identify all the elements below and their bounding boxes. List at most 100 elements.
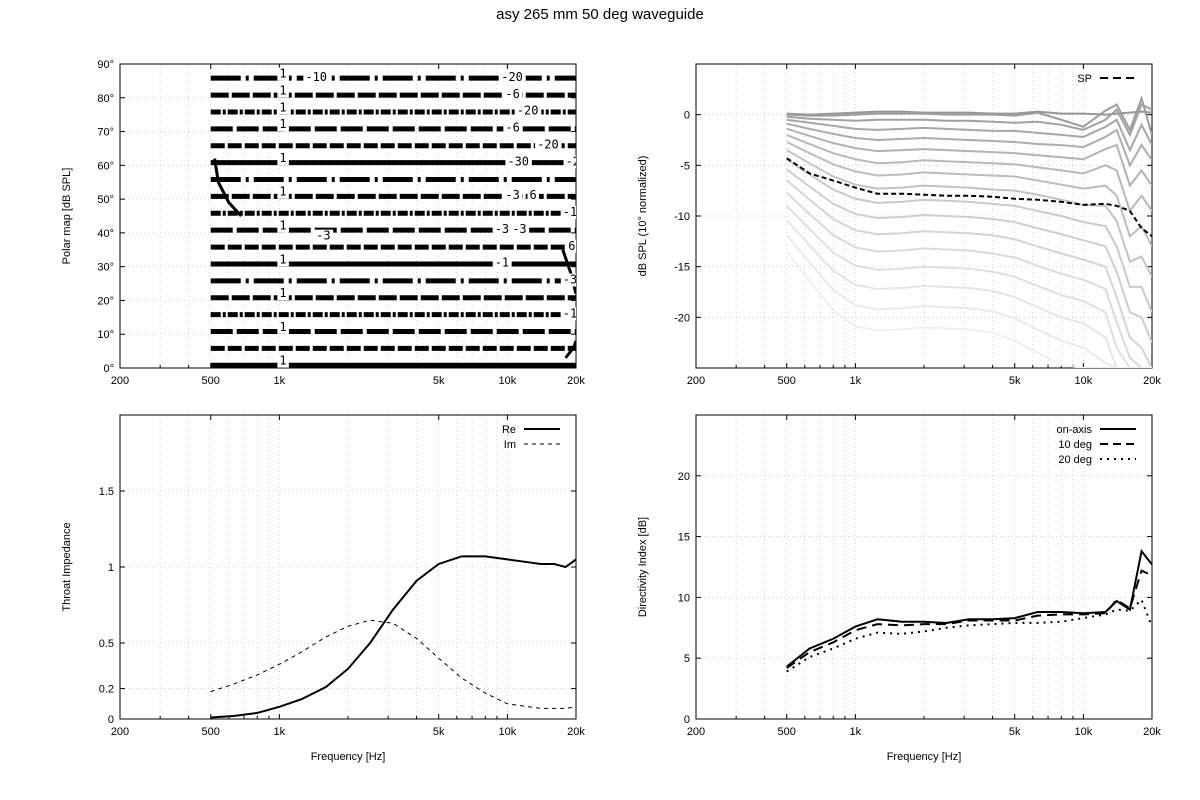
contour-label-bg (277, 320, 289, 334)
y-tick-label: 50° (97, 194, 114, 206)
directivity-index-panel: 200 500 1k 5k 10k 20k 0 5 10 15 20 Directivity Inde… (637, 414, 1161, 763)
y-tick-label: 0.5 (99, 638, 114, 650)
angle-curve (786, 103, 1152, 138)
polar-map-panel: 200 500 1k 5k 10k 20k 0° 10° 20° 30° 40° 50° 60° 70° 8… (61, 59, 585, 387)
y-tick-label: 70° (97, 127, 114, 139)
legend-label: on-axis (1057, 424, 1093, 436)
y-tick-label: 20 (678, 471, 690, 483)
y-tick-label: -15 (674, 262, 690, 274)
x-axis-label: Frequency [Hz] (311, 751, 386, 763)
x-tick-label: 500 (202, 375, 220, 387)
contour-label: 6 (568, 239, 575, 253)
legend-label: Im (504, 439, 516, 451)
series-line-Im (210, 619, 577, 709)
angle-curve (786, 149, 1152, 278)
contour-label: -3 (316, 229, 330, 243)
contour-label-bg (499, 70, 526, 84)
contour-label-bg (503, 87, 523, 101)
contour-label-bg (566, 239, 576, 253)
angle-curve (786, 110, 1152, 116)
x-tick-label: 20k (567, 375, 585, 387)
contour-label: 1 (279, 100, 286, 114)
contour-label-bg (277, 253, 289, 267)
y-tick-label: -10 (674, 211, 690, 223)
y-axis-label: Directivity Index [dB] (637, 517, 649, 617)
contour-label-bg (277, 151, 289, 165)
contour-label-bg (277, 67, 289, 81)
x-tick-label: 200 (687, 726, 705, 738)
series-line-10-deg (786, 569, 1153, 669)
contour-label: 1 (279, 354, 286, 368)
grid (119, 415, 577, 720)
x-tick-label: 1k (850, 375, 862, 387)
contour-label-bg (314, 229, 334, 243)
angle-curve (786, 158, 1152, 313)
contour-lines: 1 1 1 1 1 1 1 1 1 1 1 -10 -20 -6 -20 -6 -20 -30 -20 -3 6 -10 -… (210, 67, 585, 368)
y-axis-label: Throat Impedance (61, 522, 73, 611)
contour-label: -6 (505, 87, 519, 101)
contour-label: -3 (563, 273, 577, 287)
legend-label: 20 deg (1058, 454, 1092, 466)
x-tick-label: 10k (1074, 375, 1092, 387)
contour-label-bg (514, 104, 542, 118)
angle-curve (786, 122, 1152, 168)
throat-impedance-panel: 200 500 1k 5k 10k 20k 0 0.2 0.5 1 1.5 Throat Impeda… (61, 414, 585, 763)
contour-label: -3 (505, 188, 519, 202)
y-tick-label: 60° (97, 160, 114, 172)
y-axis-label: Polar map [dB SPL] (61, 168, 73, 265)
contour-label-bg (277, 185, 289, 199)
legend-label: 10 deg (1058, 439, 1092, 451)
x-tick-label: 5k (433, 375, 445, 387)
series-line-Re (210, 555, 577, 719)
normalized-response-panel: 200 500 1k 5k 10k 20k 0 -5 -10 -15 -20 dB SPL (10° … (637, 63, 1161, 387)
angle-curve (786, 141, 1152, 247)
x-tick-label: 200 (111, 375, 129, 387)
contour-label: -20 (501, 70, 523, 84)
x-axis-label: Frequency [Hz] (887, 751, 962, 763)
x-tick-label: 1k (274, 726, 286, 738)
x-tick-label: 500 (778, 375, 796, 387)
x-tick-label: 1k (274, 375, 286, 387)
y-tick-label: 5 (684, 653, 690, 665)
y-tick-label: 0° (103, 363, 114, 375)
contour-label-bg (503, 189, 523, 203)
contour-label: -20 (517, 104, 539, 118)
contour-label-bg (560, 206, 576, 219)
x-tick-label: 500 (778, 726, 796, 738)
y-tick-label: 15 (678, 532, 690, 544)
grid (695, 64, 1153, 368)
x-tick-label: 500 (202, 726, 220, 738)
contour-label: -30 (507, 154, 529, 168)
contour-label: 1 (279, 286, 286, 300)
y-tick-label: 40° (97, 228, 114, 240)
contour-label: 1 (279, 151, 286, 165)
x-tick-label: 200 (111, 726, 129, 738)
series-line-on-axis (786, 548, 1153, 668)
x-tick-label: 10k (1074, 726, 1092, 738)
y-tick-label: 0 (684, 714, 690, 726)
contour-label-bg (277, 118, 289, 132)
angle-curves (785, 95, 1152, 368)
series-line-sp (786, 157, 1152, 238)
contour-label: 1 (279, 117, 286, 131)
contour-label: -10 (563, 205, 585, 219)
contour-label: 1 (279, 83, 286, 97)
y-tick-label: 1.5 (99, 486, 114, 498)
angle-curve (786, 205, 1152, 368)
contour-label: 6 (529, 188, 536, 202)
x-tick-label: 200 (687, 375, 705, 387)
angle-curve (786, 95, 1152, 136)
contour-label-bg (277, 287, 289, 301)
contour-label-bg (277, 101, 289, 115)
contour-label-bg (563, 155, 576, 169)
contour-label-bg (277, 219, 289, 233)
angle-curve (786, 168, 1152, 344)
contour-label: -1 (495, 256, 509, 270)
y-tick-label: 10° (97, 329, 114, 341)
y-tick-label: 0 (684, 110, 690, 122)
y-tick-label: 20° (97, 295, 114, 307)
series-line-20-deg (786, 598, 1153, 673)
y-tick-label: 1 (108, 562, 114, 574)
x-tick-label: 20k (1143, 726, 1161, 738)
